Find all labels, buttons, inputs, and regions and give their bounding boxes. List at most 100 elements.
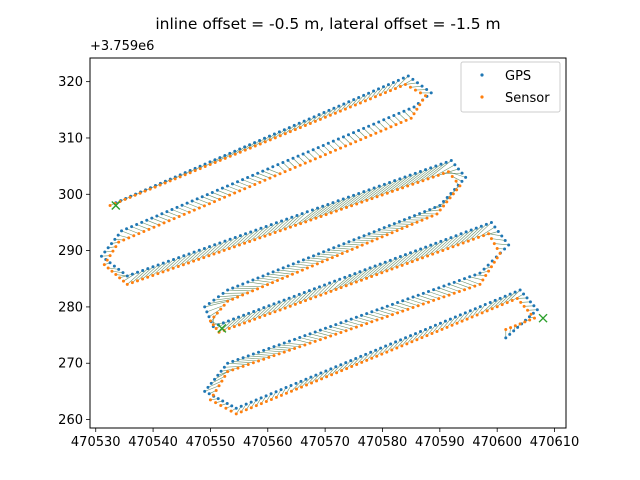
connector-line — [167, 255, 185, 271]
gps-point — [203, 389, 207, 393]
gps-point — [202, 246, 206, 250]
sensor-point — [128, 195, 132, 199]
sensor-point — [229, 409, 233, 413]
sensor-point — [365, 241, 369, 245]
connector-line — [127, 270, 143, 285]
gps-point — [233, 149, 237, 153]
gps-point — [327, 248, 331, 252]
connector-line — [111, 270, 124, 273]
gps-point — [449, 236, 453, 240]
gps-point — [296, 154, 300, 158]
sensor-point — [135, 279, 139, 283]
connector-line — [276, 389, 282, 398]
gps-point — [438, 204, 442, 208]
gps-point — [183, 171, 187, 175]
connector-line — [241, 403, 247, 413]
connector-line — [496, 293, 511, 307]
sensor-point — [266, 283, 270, 287]
sensor-point — [393, 87, 397, 91]
sensor-point — [401, 309, 405, 313]
gps-point — [362, 190, 366, 194]
gps-point — [368, 266, 372, 270]
connector-line — [448, 171, 466, 178]
gps-point — [382, 182, 386, 186]
gps-point — [205, 310, 209, 314]
gps-point — [398, 255, 402, 259]
connector-line — [263, 350, 285, 353]
gps-point — [454, 234, 458, 238]
x-tick-label: 470590 — [415, 435, 465, 450]
connector-line — [501, 291, 516, 305]
axes-frame — [89, 57, 567, 429]
gps-point — [377, 87, 381, 91]
gps-point — [333, 279, 337, 283]
sensor-point — [156, 272, 160, 276]
gps-point — [418, 212, 422, 216]
connector-line — [268, 273, 288, 277]
sensor-point — [380, 193, 384, 197]
sensor-point — [220, 379, 224, 383]
sensor-point — [202, 204, 206, 208]
gps-point — [404, 336, 408, 340]
connector-line — [341, 191, 365, 210]
connector-line — [375, 86, 384, 97]
gps-point — [155, 214, 159, 218]
gps-point — [458, 313, 462, 317]
sensor-point — [466, 239, 470, 243]
sensor-point — [143, 189, 147, 193]
sensor-point — [223, 374, 227, 378]
gps-point — [348, 273, 352, 277]
connector-line — [382, 307, 398, 314]
gps-point — [456, 167, 460, 171]
gps-point — [387, 116, 391, 120]
sensor-point — [228, 154, 232, 158]
connector-line — [251, 399, 257, 408]
sensor-point — [193, 169, 197, 173]
gps-point — [263, 136, 267, 140]
connector-line — [454, 282, 470, 289]
connector-line — [374, 231, 393, 234]
sensor-point — [157, 223, 161, 227]
sensor-point — [298, 126, 302, 130]
connector-line — [423, 293, 439, 299]
connector-line — [260, 135, 270, 145]
gps-point — [236, 180, 240, 184]
sensor-point — [186, 261, 190, 265]
gps-point — [177, 256, 181, 260]
sensor-point — [487, 269, 491, 273]
gps-point — [254, 398, 258, 402]
connector-line — [340, 271, 361, 288]
connector-line — [286, 385, 292, 394]
sensor-point — [385, 314, 389, 318]
connector-line — [249, 226, 267, 242]
connector-line — [432, 237, 452, 255]
gps-point — [99, 254, 103, 258]
sensor-point — [401, 186, 405, 190]
sensor-point — [498, 251, 502, 255]
connector-line — [351, 356, 361, 367]
sensor-point — [319, 293, 323, 297]
connector-line — [371, 347, 381, 359]
sensor-point — [450, 174, 454, 178]
gps-point — [117, 267, 121, 271]
connector-line — [356, 354, 366, 365]
gps-point — [208, 245, 212, 249]
sensor-point — [370, 320, 374, 324]
gps-point — [377, 120, 381, 124]
gps-point — [512, 329, 516, 333]
connector-line — [325, 196, 349, 215]
sensor-point — [421, 98, 425, 102]
sensor-point — [403, 82, 407, 86]
sensor-point — [110, 269, 114, 273]
gps-point — [316, 206, 320, 210]
sensor-point — [249, 406, 253, 410]
sensor-point — [406, 184, 410, 188]
sensor-point — [288, 130, 292, 134]
sensor-point — [217, 384, 221, 388]
gps-point — [508, 292, 512, 296]
gps-point — [478, 271, 482, 275]
connector-line — [284, 294, 300, 309]
gps-point — [375, 308, 379, 312]
legend-sensor-marker — [480, 95, 484, 99]
gps-point — [341, 135, 345, 139]
